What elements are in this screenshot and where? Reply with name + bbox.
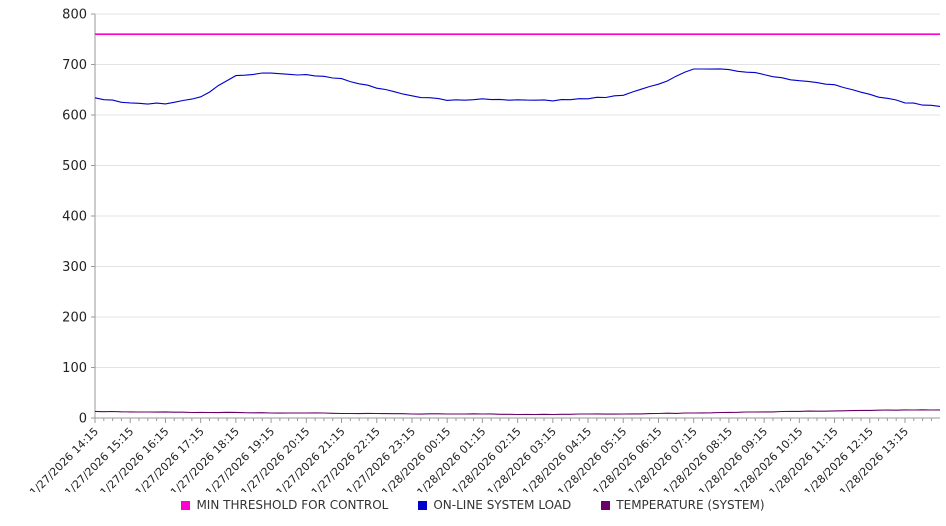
y-tick-label: 100 [62,361,87,376]
series-line-2 [94,409,941,416]
legend: MIN THRESHOLD FOR CONTROL ON-LINE SYSTEM… [0,498,946,512]
legend-label-min-threshold: MIN THRESHOLD FOR CONTROL [196,498,389,512]
y-tick-label: 300 [62,260,87,275]
legend-label-temperature: TEMPERATURE (SYSTEM) [616,498,765,512]
y-tick-label: 700 [62,58,87,73]
gridlines [95,13,940,419]
legend-item-system-load: ON-LINE SYSTEM LOAD [418,498,571,512]
y-tick-label: 200 [62,311,87,326]
legend-swatch-temperature [601,500,611,510]
legend-label-system-load: ON-LINE SYSTEM LOAD [433,498,572,512]
x-tick-label: 1/27/2026 14:15 [27,425,101,492]
x-axis-labels: 1/27/2026 14:151/27/2026 15:151/27/2026 … [27,425,911,499]
legend-swatch-min-threshold [181,500,191,510]
series-lines [94,33,941,416]
series-line-1 [94,68,941,107]
y-tick-label: 400 [62,210,87,225]
y-tick-label: 500 [62,159,87,174]
x-axis-ticks [94,418,932,423]
chart-svg: 0 100 200 300 400 500 600 700 800 1/27/2026 14:15… [27,8,941,499]
y-tick-label: 0 [79,412,87,427]
y-tick-label: 600 [62,109,87,124]
y-axis: 0 100 200 300 400 500 600 700 800 [62,8,95,427]
legend-item-temperature: TEMPERATURE (SYSTEM) [601,498,765,512]
legend-swatch-system-load [418,500,428,510]
legend-item-min-threshold: MIN THRESHOLD FOR CONTROL [181,498,388,512]
y-tick-label: 800 [62,8,87,23]
